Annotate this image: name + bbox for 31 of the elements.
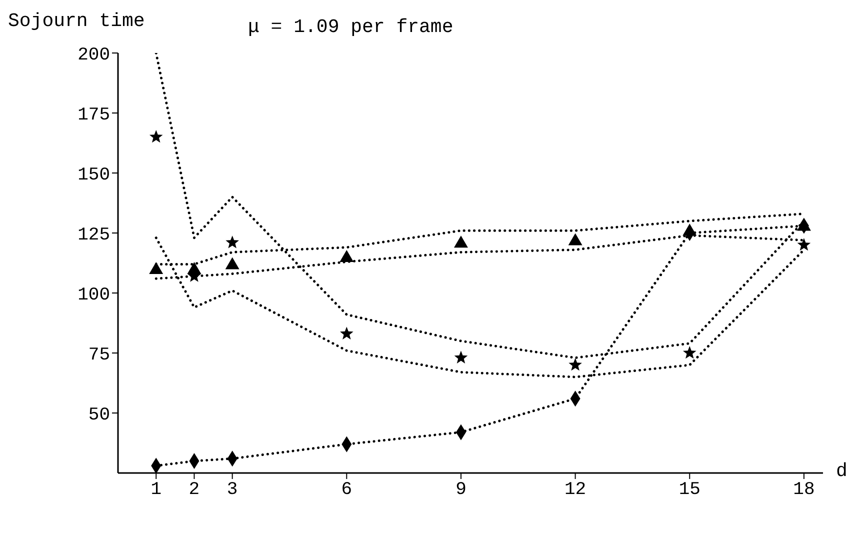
x-tick-label: 9 xyxy=(456,480,466,500)
point xyxy=(454,236,468,248)
point xyxy=(454,350,468,364)
y-tick-label: 100 xyxy=(78,285,110,306)
x-tick-label: 18 xyxy=(793,480,815,500)
point xyxy=(682,346,696,359)
y-axis-title: Sojourn time xyxy=(8,10,145,32)
y-tick-label: 200 xyxy=(78,45,110,66)
x-tick-label: 6 xyxy=(341,480,352,500)
y-tick-label: 150 xyxy=(78,165,110,186)
point xyxy=(226,236,239,248)
point xyxy=(568,358,582,371)
point xyxy=(187,262,202,274)
point xyxy=(149,262,164,274)
point xyxy=(340,326,354,340)
point xyxy=(149,130,163,143)
y-tick-label: 175 xyxy=(78,105,110,126)
point xyxy=(797,238,811,251)
x-tick-label: 2 xyxy=(188,480,200,500)
point xyxy=(568,233,582,246)
y-tick-label: 125 xyxy=(78,225,110,246)
x-tick-label: 12 xyxy=(564,480,586,500)
point xyxy=(340,250,354,262)
x-tick-label: 15 xyxy=(678,480,700,500)
x-axis-title: d xyxy=(836,460,848,482)
point xyxy=(225,257,240,270)
y-tick-label: 75 xyxy=(88,345,110,366)
x-tick-label: 3 xyxy=(226,480,238,500)
y-tick-label: 50 xyxy=(88,405,110,426)
x-tick-label: 1 xyxy=(150,480,162,500)
chart-title: μ = 1.09 per frame xyxy=(248,16,454,38)
